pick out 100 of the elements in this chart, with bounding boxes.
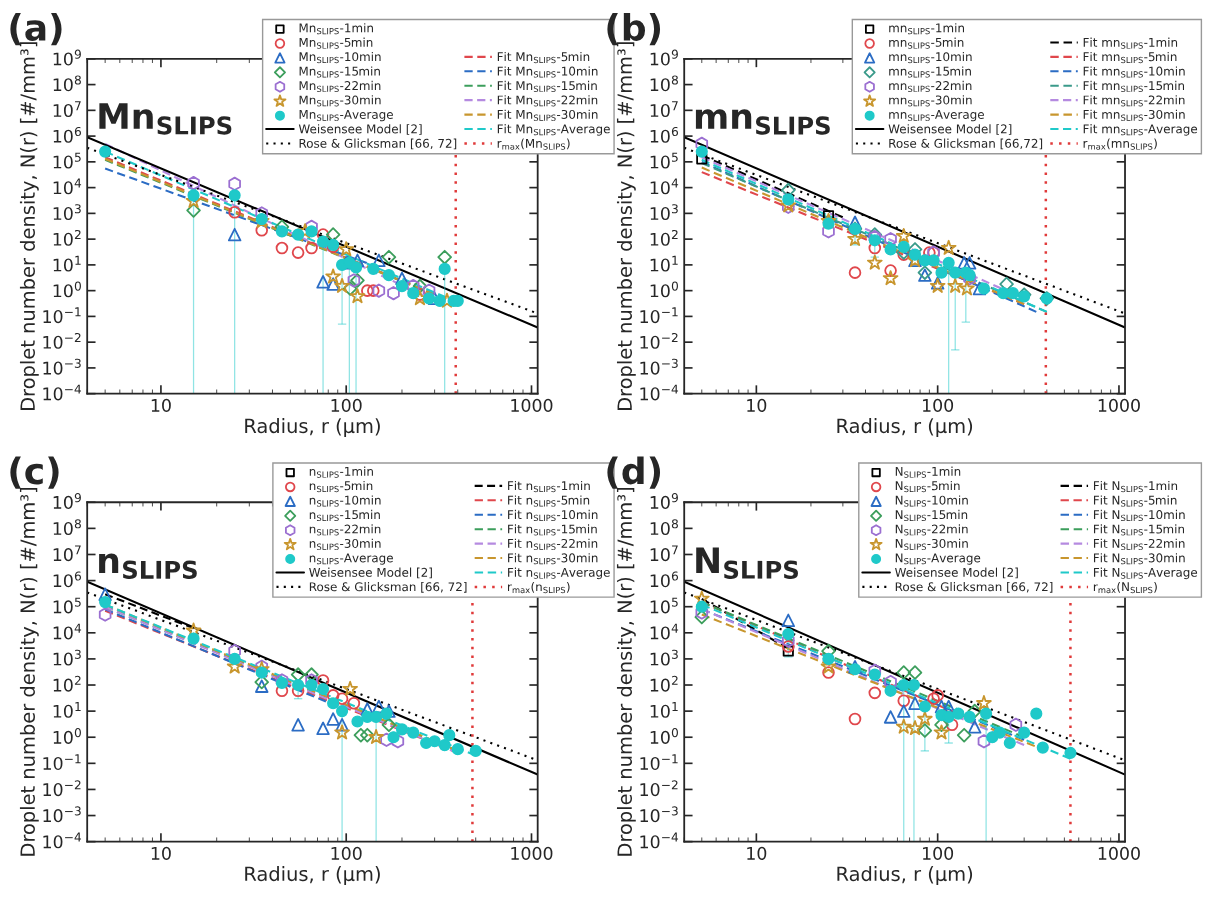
ref-line-label: r$_{max}$(n$_{SLIPS}$) bbox=[508, 582, 570, 594]
y-tick-label: 10$^{6}$ bbox=[53, 126, 81, 143]
legend-label: Fit n$_{SLIPS}$-10min bbox=[508, 509, 598, 522]
legend-label: Mn$_{SLIPS}$-1min bbox=[299, 23, 373, 35]
y-tick-label: 10$^{−1}$ bbox=[640, 754, 678, 771]
y-tick-label: 10$^{3}$ bbox=[53, 649, 81, 666]
x-tick-label: 100 bbox=[923, 398, 954, 412]
legend-label: N$_{SLIPS}$-5min bbox=[895, 481, 960, 493]
legend-label: Fit N$_{SLIPS}$-30min bbox=[1093, 553, 1185, 565]
y-tick-label: 10$^{3}$ bbox=[650, 649, 678, 666]
legend-label: mn$_{SLIPS}$-15min bbox=[889, 66, 971, 78]
legend-label: Fit mn$_{SLIPS}$-15min bbox=[1083, 80, 1185, 92]
legend-label: Mn$_{SLIPS}$-15min bbox=[299, 66, 380, 78]
y-tick-label: 10$^{9}$ bbox=[53, 49, 81, 66]
x-axis-title: Radius, r (μm) bbox=[837, 866, 973, 885]
legend-label: Fit mn$_{SLIPS}$-5min bbox=[1083, 51, 1177, 64]
y-tick-label: 10$^{2}$ bbox=[650, 229, 678, 246]
y-tick-label: 10$^{5}$ bbox=[53, 152, 81, 169]
y-tick-label: 10$^{8}$ bbox=[53, 75, 81, 92]
legend-label: n$_{SLIPS}$-15min bbox=[309, 509, 380, 522]
annotation: mn$_{SLIPS}$ bbox=[695, 109, 830, 135]
y-tick-label: 10$^{−3}$ bbox=[640, 358, 678, 375]
legend-label: n$_{SLIPS}$-Average bbox=[309, 553, 393, 565]
legend-label: Mn$_{SLIPS}$-22min bbox=[299, 80, 381, 92]
legend-label: Mn$_{SLIPS}$-10min bbox=[299, 51, 381, 64]
legend-label: Fit N$_{SLIPS}$-10min bbox=[1093, 509, 1185, 522]
legend-label: n$_{SLIPS}$-22min bbox=[309, 524, 381, 536]
x-tick-label: 100 bbox=[331, 398, 362, 412]
x-tick-label: 1000 bbox=[511, 846, 553, 860]
legend-label: Fit Mn$_{SLIPS}$-10min bbox=[497, 66, 598, 78]
legend-label: Mn$_{SLIPS}$-Average bbox=[299, 110, 393, 122]
y-tick-label: 10$^{0}$ bbox=[53, 728, 81, 744]
y-tick-label: 10$^{−2}$ bbox=[640, 332, 678, 349]
y-tick-label: 10$^{8}$ bbox=[53, 519, 81, 536]
x-tick-label: 10 bbox=[747, 398, 767, 412]
legend-label: mn$_{SLIPS}$-5min bbox=[889, 37, 964, 49]
legend-label: Fit mn$_{SLIPS}$-1min bbox=[1083, 37, 1178, 49]
y-tick-label: 10$^{−3}$ bbox=[43, 806, 81, 823]
legend-label: Weisensee Model [2] bbox=[309, 567, 432, 579]
ref-line-label: r$_{max}$(Mn$_{SLIPS}$) bbox=[497, 138, 570, 150]
x-tick-label: 10 bbox=[747, 846, 767, 860]
legend-label: Mn$_{SLIPS}$-5min bbox=[299, 37, 373, 49]
legend-label: Rose & Glicksman [66,72] bbox=[889, 138, 1043, 150]
y-tick-label: 10$^{8}$ bbox=[650, 75, 678, 92]
legend-label: Fit n$_{SLIPS}$-1min bbox=[508, 481, 590, 493]
legend-label: Rose & Glicksman [66, 72] bbox=[299, 138, 457, 150]
x-axis-title: Radius, r (μm) bbox=[245, 418, 380, 437]
legend-label: N$_{SLIPS}$-Average bbox=[895, 553, 981, 565]
y-tick-label: 10$^{9}$ bbox=[53, 493, 81, 509]
y-axis-title: Droplet number density, N(r) [#/mm³] bbox=[616, 488, 636, 856]
legend-label: Fit Mn$_{SLIPS}$-Average bbox=[497, 124, 610, 136]
legend-label: n$_{SLIPS}$-30min bbox=[309, 538, 381, 550]
y-tick-label: 10$^{−4}$ bbox=[43, 832, 82, 849]
legend-label: mn$_{SLIPS}$-Average bbox=[889, 110, 984, 122]
y-tick-label: 10$^{9}$ bbox=[650, 49, 678, 66]
legend-label: Fit N$_{SLIPS}$-15min bbox=[1093, 524, 1185, 536]
legend-label: mn$_{SLIPS}$-22min bbox=[889, 80, 972, 92]
legend-label: Fit N$_{SLIPS}$-Average bbox=[1093, 567, 1198, 580]
y-tick-label: 10$^{5}$ bbox=[650, 597, 678, 614]
legend-label: Fit n$_{SLIPS}$-15min bbox=[508, 524, 597, 536]
legend-label: Fit mn$_{SLIPS}$-30min bbox=[1083, 109, 1185, 121]
annotation: n$_{SLIPS}$ bbox=[99, 553, 197, 579]
y-tick-label: 10$^{0}$ bbox=[650, 281, 678, 298]
y-axis-title: Droplet number density, N(r) [#/mm³] bbox=[19, 488, 39, 856]
y-tick-label: 10$^{6}$ bbox=[650, 126, 679, 143]
legend-label: N$_{SLIPS}$-30min bbox=[895, 538, 968, 550]
x-tick-label: 1000 bbox=[1098, 398, 1140, 412]
y-tick-label: 10$^{4}$ bbox=[53, 178, 82, 195]
text: (d) bbox=[607, 456, 661, 489]
legend-label: N$_{SLIPS}$-15min bbox=[895, 509, 968, 522]
legend-label: Rose & Glicksman [66, 72] bbox=[895, 582, 1053, 593]
legend-label: Fit Mn$_{SLIPS}$-15min bbox=[497, 80, 597, 92]
legend-label: Fit mn$_{SLIPS}$-22min bbox=[1083, 95, 1185, 107]
x-tick-label: 10 bbox=[151, 846, 171, 860]
y-tick-label: 10$^{−4}$ bbox=[640, 384, 679, 401]
y-tick-label: 10$^{−1}$ bbox=[43, 754, 81, 771]
y-tick-label: 10$^{2}$ bbox=[650, 675, 678, 692]
legend-label: Rose & Glicksman [66, 72] bbox=[309, 582, 467, 593]
y-tick-label: 10$^{5}$ bbox=[53, 597, 81, 614]
x-tick-label: 10 bbox=[151, 398, 171, 412]
legend-label: Weisensee Model [2] bbox=[888, 124, 1012, 135]
y-tick-label: 10$^{−3}$ bbox=[640, 806, 678, 823]
y-tick-label: 10$^{8}$ bbox=[650, 519, 678, 536]
legend-label: Weisensee Model [2] bbox=[895, 567, 1018, 579]
legend-label: n$_{SLIPS}$-5min bbox=[309, 481, 373, 493]
y-tick-label: 10$^{7}$ bbox=[53, 101, 81, 118]
y-tick-label: 10$^{0}$ bbox=[650, 728, 678, 744]
annotation: Mn$_{SLIPS}$ bbox=[99, 103, 232, 135]
legend-label: Fit Mn$_{SLIPS}$-22min bbox=[497, 95, 598, 107]
x-tick-label: 100 bbox=[923, 846, 954, 860]
y-tick-label: 10$^{−4}$ bbox=[43, 384, 82, 401]
y-tick-label: 10$^{7}$ bbox=[650, 101, 678, 118]
y-tick-label: 10$^{−2}$ bbox=[43, 332, 81, 349]
legend-label: Fit mn$_{SLIPS}$-Average bbox=[1083, 124, 1198, 136]
y-tick-label: 10$^{4}$ bbox=[650, 623, 679, 640]
x-axis-title: Radius, r (μm) bbox=[245, 866, 380, 885]
y-tick-label: 10$^{1}$ bbox=[650, 255, 678, 272]
y-tick-label: 10$^{4}$ bbox=[650, 178, 679, 195]
y-tick-label: 10$^{−1}$ bbox=[43, 307, 81, 324]
legend-label: n$_{SLIPS}$-1min bbox=[309, 466, 373, 478]
